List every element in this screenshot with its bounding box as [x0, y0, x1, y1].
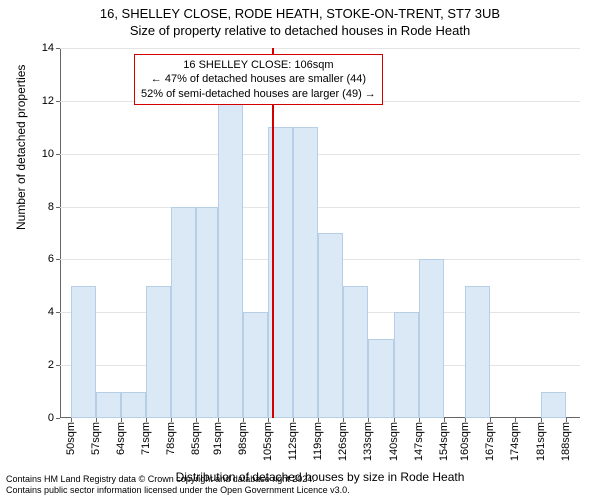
histogram-bar: [318, 233, 343, 418]
ytick-label: 0: [48, 412, 54, 424]
ytick-label: 8: [48, 201, 54, 213]
ytick-label: 6: [48, 253, 54, 265]
ytick-mark: [56, 207, 60, 208]
gridline: [60, 154, 580, 155]
histogram-bar: [171, 207, 196, 418]
footer-line1: Contains HM Land Registry data © Crown c…: [6, 474, 350, 485]
histogram-bar: [394, 312, 419, 418]
ytick-mark: [56, 312, 60, 313]
ytick-mark: [56, 101, 60, 102]
xtick-label: 85sqm: [190, 422, 202, 455]
xtick-label: 133sqm: [362, 422, 374, 461]
annotation-line3: 52% of semi-detached houses are larger (…: [141, 87, 376, 101]
gridline: [60, 207, 580, 208]
xtick-label: 78sqm: [165, 422, 177, 455]
footer-line2: Contains public sector information licen…: [6, 485, 350, 496]
xtick-label: 64sqm: [115, 422, 127, 455]
chart-title-block: 16, SHELLEY CLOSE, RODE HEATH, STOKE-ON-…: [0, 0, 600, 38]
y-axis-label: Number of detached properties: [14, 65, 28, 230]
histogram-bar: [343, 286, 368, 418]
histogram-bar: [71, 286, 96, 418]
ytick-label: 10: [42, 148, 54, 160]
histogram-bar: [243, 312, 268, 418]
histogram-bar: [196, 207, 218, 418]
ytick-label: 14: [42, 42, 54, 54]
xtick-label: 50sqm: [65, 422, 77, 455]
xtick-label: 105sqm: [262, 422, 274, 461]
histogram-bar: [146, 286, 171, 418]
xtick-label: 188sqm: [560, 422, 572, 461]
xtick-label: 167sqm: [484, 422, 496, 461]
histogram-bar: [96, 392, 121, 418]
xtick-label: 160sqm: [459, 422, 471, 461]
xtick-label: 126sqm: [337, 422, 349, 461]
xtick-label: 98sqm: [237, 422, 249, 455]
annotation-box: 16 SHELLEY CLOSE: 106sqm← 47% of detache…: [134, 54, 383, 105]
xtick-label: 140sqm: [388, 422, 400, 461]
histogram-bar: [293, 127, 318, 418]
histogram-bar: [465, 286, 490, 418]
y-axis-line: [60, 48, 61, 418]
ytick-label: 2: [48, 359, 54, 371]
chart-area: 0246810121416 SHELLEY CLOSE: 106sqm← 47%…: [60, 48, 580, 418]
plot-region: 0246810121416 SHELLEY CLOSE: 106sqm← 47%…: [60, 48, 580, 418]
title-subtitle: Size of property relative to detached ho…: [0, 23, 600, 38]
xtick-label: 154sqm: [438, 422, 450, 461]
xtick-label: 119sqm: [312, 422, 324, 460]
attribution-footer: Contains HM Land Registry data © Crown c…: [6, 474, 350, 496]
histogram-bar: [218, 101, 243, 418]
xtick-label: 174sqm: [509, 422, 521, 461]
title-address: 16, SHELLEY CLOSE, RODE HEATH, STOKE-ON-…: [0, 6, 600, 21]
ytick-mark: [56, 154, 60, 155]
annotation-line2: ← 47% of detached houses are smaller (44…: [141, 72, 376, 86]
histogram-bar: [121, 392, 146, 418]
gridline: [60, 48, 580, 49]
xtick-label: 147sqm: [413, 422, 425, 461]
ytick-mark: [56, 365, 60, 366]
xtick-label: 91sqm: [212, 422, 224, 455]
xtick-label: 112sqm: [287, 422, 299, 460]
ytick-label: 12: [42, 95, 54, 107]
xtick-label: 181sqm: [535, 422, 547, 461]
ytick-mark: [56, 418, 60, 419]
ytick-label: 4: [48, 306, 54, 318]
ytick-mark: [56, 259, 60, 260]
xtick-label: 71sqm: [140, 422, 152, 455]
histogram-bar: [541, 392, 566, 418]
annotation-line1: 16 SHELLEY CLOSE: 106sqm: [141, 58, 376, 72]
histogram-bar: [368, 339, 393, 418]
ytick-mark: [56, 48, 60, 49]
xtick-label: 57sqm: [90, 422, 102, 455]
histogram-bar: [419, 259, 444, 418]
